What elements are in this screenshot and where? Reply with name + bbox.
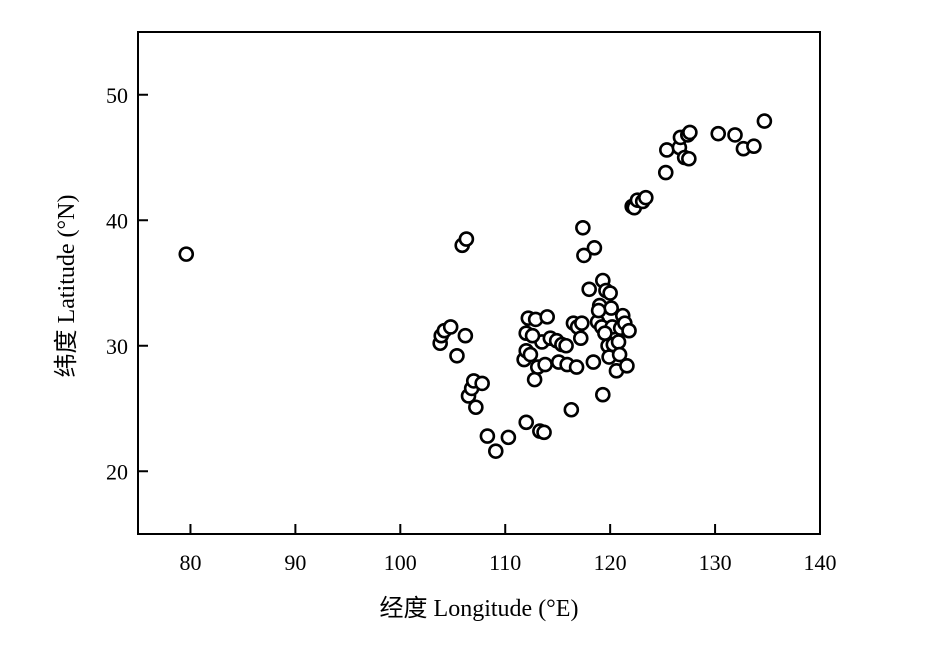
data-point: [585, 354, 602, 370]
data-point: [524, 327, 541, 344]
data-point: [442, 319, 459, 335]
data-point: [457, 327, 474, 344]
data-point: [619, 358, 635, 374]
y-tick-label: 20: [106, 459, 128, 484]
data-points: [178, 113, 773, 459]
data-point: [500, 429, 517, 446]
plot-frame: [137, 31, 821, 535]
y-axis-label: 纬度 Latitude (°N): [53, 195, 80, 378]
data-point: [756, 113, 773, 129]
data-point: [590, 302, 607, 319]
x-tick-label: 140: [804, 550, 837, 575]
data-point: [710, 125, 727, 142]
data-point: [568, 359, 585, 375]
data-point: [449, 347, 465, 364]
data-point: [518, 414, 535, 431]
x-tick-label: 90: [284, 550, 306, 575]
x-tick-label: 100: [384, 550, 417, 575]
data-point: [638, 189, 654, 206]
data-point: [657, 164, 674, 181]
data-point: [611, 346, 628, 363]
data-point: [474, 375, 490, 392]
y-tick-label: 30: [106, 334, 128, 359]
data-point: [178, 246, 195, 262]
data-point: [576, 247, 592, 264]
data-point: [681, 150, 697, 167]
data-point: [574, 315, 590, 331]
data-point: [522, 346, 539, 363]
data-point: [586, 240, 603, 256]
data-point: [558, 337, 574, 354]
y-tick-label: 40: [106, 208, 128, 233]
y-axis: 20 30 40 50: [106, 83, 148, 484]
data-point: [539, 309, 556, 325]
data-point: [537, 356, 553, 373]
data-point: [595, 386, 611, 403]
data-point: [572, 330, 589, 347]
data-point: [621, 322, 637, 339]
x-tick-label: 80: [179, 550, 201, 575]
data-point: [610, 334, 627, 350]
data-point: [458, 231, 475, 247]
x-axis-label: 经度 Longitude (°E): [380, 595, 579, 622]
data-point: [575, 219, 591, 236]
data-point: [602, 285, 618, 301]
data-point: [536, 424, 552, 441]
data-point: [563, 401, 580, 418]
data-point: [526, 371, 543, 388]
data-point: [682, 124, 698, 141]
x-tick-label: 120: [594, 550, 627, 575]
x-axis: 80 90 100 110 120 130 140: [179, 524, 837, 575]
data-point: [479, 428, 496, 444]
x-tick-label: 130: [699, 550, 732, 575]
data-point: [468, 399, 484, 416]
y-tick-label: 50: [106, 83, 128, 108]
data-point: [659, 142, 675, 158]
data-point: [581, 281, 597, 298]
data-point: [746, 138, 762, 155]
x-tick-label: 110: [489, 550, 521, 575]
data-point: [597, 325, 613, 342]
data-point: [487, 443, 504, 459]
data-point: [727, 127, 743, 143]
